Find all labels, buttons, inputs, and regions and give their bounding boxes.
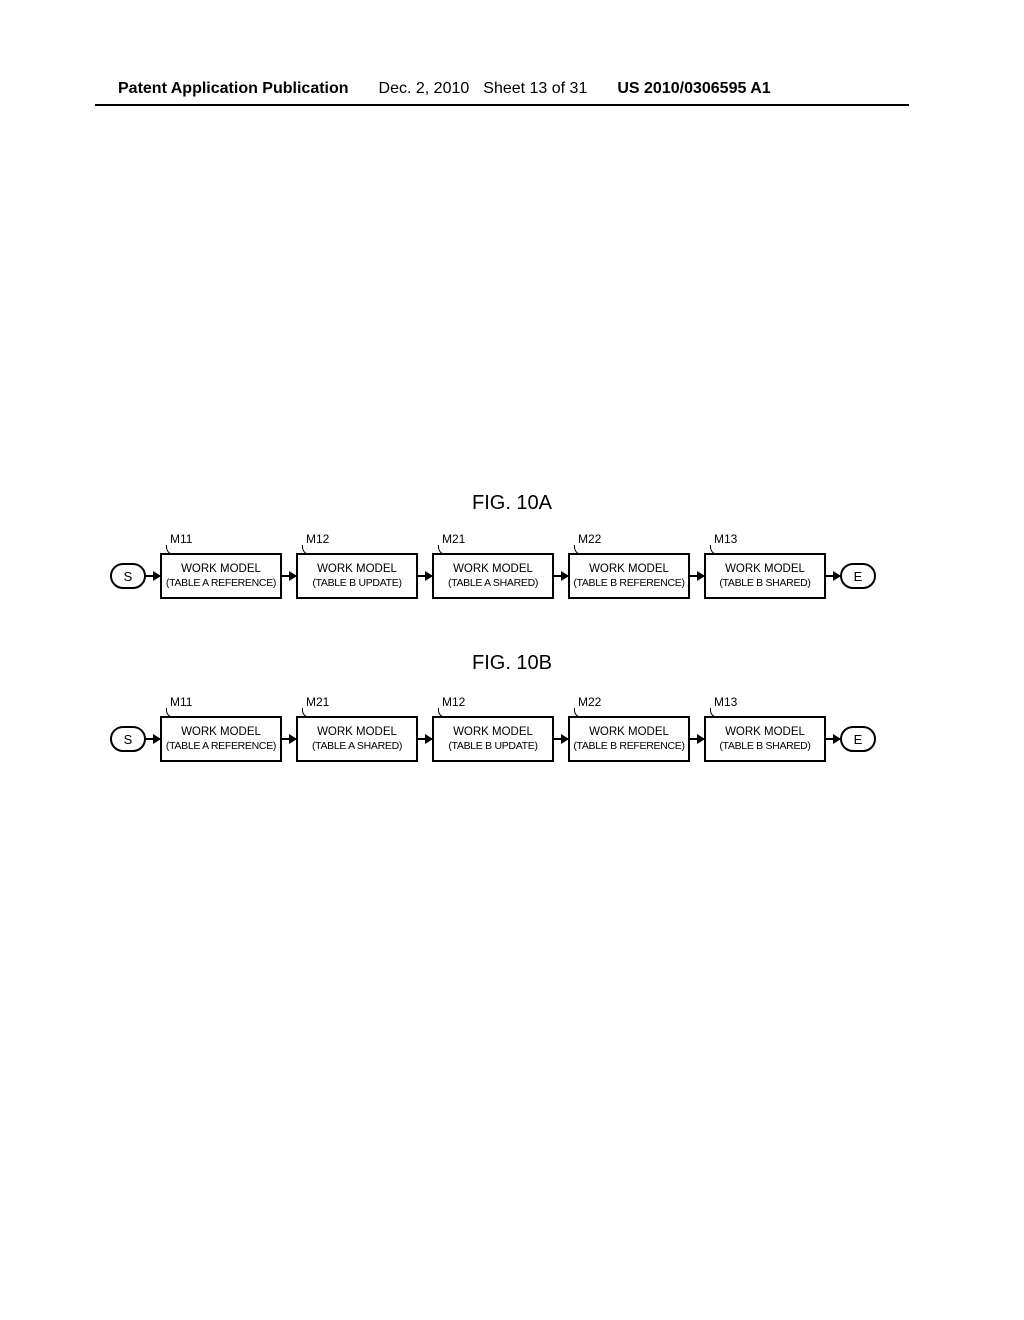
box-line2: (TABLE A SHARED) [312, 740, 402, 752]
box-label: M22 [578, 696, 601, 710]
fig-10b-box-m11: M11 WORK MODEL (TABLE A REFERENCE) [160, 716, 282, 762]
arrow-icon [554, 575, 568, 577]
page-header: Patent Application Publication Dec. 2, 2… [0, 80, 1024, 98]
arrow-icon [418, 575, 432, 577]
arrow-icon [826, 738, 840, 740]
fig-10a-box-m11: M11 WORK MODEL (TABLE A REFERENCE) [160, 553, 282, 599]
fig-10b-flowchart: S M11 WORK MODEL (TABLE A REFERENCE) M21… [110, 716, 910, 762]
arrow-icon [690, 575, 704, 577]
fig-10b-end: E [840, 726, 876, 752]
box-label: M12 [442, 696, 465, 710]
pub-number: US 2010/0306595 A1 [617, 80, 770, 98]
box-label: M21 [306, 696, 329, 710]
box-line2: (TABLE A SHARED) [448, 577, 538, 589]
arrow-icon [690, 738, 704, 740]
arrow-icon [146, 575, 160, 577]
box-line2: (TABLE B SHARED) [719, 577, 810, 589]
arrow-icon [282, 738, 296, 740]
box-line1: WORK MODEL [317, 726, 397, 739]
box-line1: WORK MODEL [453, 563, 533, 576]
box-line2: (TABLE B REFERENCE) [573, 577, 684, 589]
box-line2: (TABLE B UPDATE) [448, 740, 537, 752]
pub-date: Dec. 2, 2010 [379, 80, 470, 98]
arrow-icon [146, 738, 160, 740]
sheet-number: Sheet 13 of 31 [483, 80, 587, 98]
arrow-icon [826, 575, 840, 577]
fig-10b-box-m12: M12 WORK MODEL (TABLE B UPDATE) [432, 716, 554, 762]
fig-10a-box-m12: M12 WORK MODEL (TABLE B UPDATE) [296, 553, 418, 599]
fig-10a-flowchart: S M11 WORK MODEL (TABLE A REFERENCE) M12… [110, 553, 910, 599]
box-line1: WORK MODEL [181, 563, 261, 576]
fig-10a-start: S [110, 563, 146, 589]
box-label: M21 [442, 533, 465, 547]
header-rule [95, 104, 909, 106]
arrow-icon [282, 575, 296, 577]
fig-10b-box-m13: M13 WORK MODEL (TABLE B SHARED) [704, 716, 826, 762]
pub-label: Patent Application Publication [118, 80, 349, 98]
fig-10b-start: S [110, 726, 146, 752]
box-line2: (TABLE B SHARED) [719, 740, 810, 752]
box-line1: WORK MODEL [317, 563, 397, 576]
box-line2: (TABLE A REFERENCE) [166, 740, 276, 752]
box-line1: WORK MODEL [181, 726, 261, 739]
box-line2: (TABLE B UPDATE) [312, 577, 401, 589]
fig-10a-box-m21: M21 WORK MODEL (TABLE A SHARED) [432, 553, 554, 599]
box-line2: (TABLE A REFERENCE) [166, 577, 276, 589]
fig-10b-box-m22: M22 WORK MODEL (TABLE B REFERENCE) [568, 716, 690, 762]
box-line1: WORK MODEL [725, 726, 805, 739]
fig-10a-end: E [840, 563, 876, 589]
box-label: M13 [714, 533, 737, 547]
fig-10a-box-m13: M13 WORK MODEL (TABLE B SHARED) [704, 553, 826, 599]
box-label: M11 [170, 533, 192, 547]
arrow-icon [554, 738, 568, 740]
fig-10a-box-m22: M22 WORK MODEL (TABLE B REFERENCE) [568, 553, 690, 599]
box-line1: WORK MODEL [725, 563, 805, 576]
fig-10b-box-m21: M21 WORK MODEL (TABLE A SHARED) [296, 716, 418, 762]
box-label: M22 [578, 533, 601, 547]
box-line1: WORK MODEL [589, 563, 669, 576]
box-label: M13 [714, 696, 737, 710]
box-label: M11 [170, 696, 192, 710]
fig-10b-title: FIG. 10B [0, 652, 1024, 675]
box-label: M12 [306, 533, 329, 547]
box-line1: WORK MODEL [453, 726, 533, 739]
box-line1: WORK MODEL [589, 726, 669, 739]
box-line2: (TABLE B REFERENCE) [573, 740, 684, 752]
arrow-icon [418, 738, 432, 740]
fig-10a-title: FIG. 10A [0, 492, 1024, 515]
